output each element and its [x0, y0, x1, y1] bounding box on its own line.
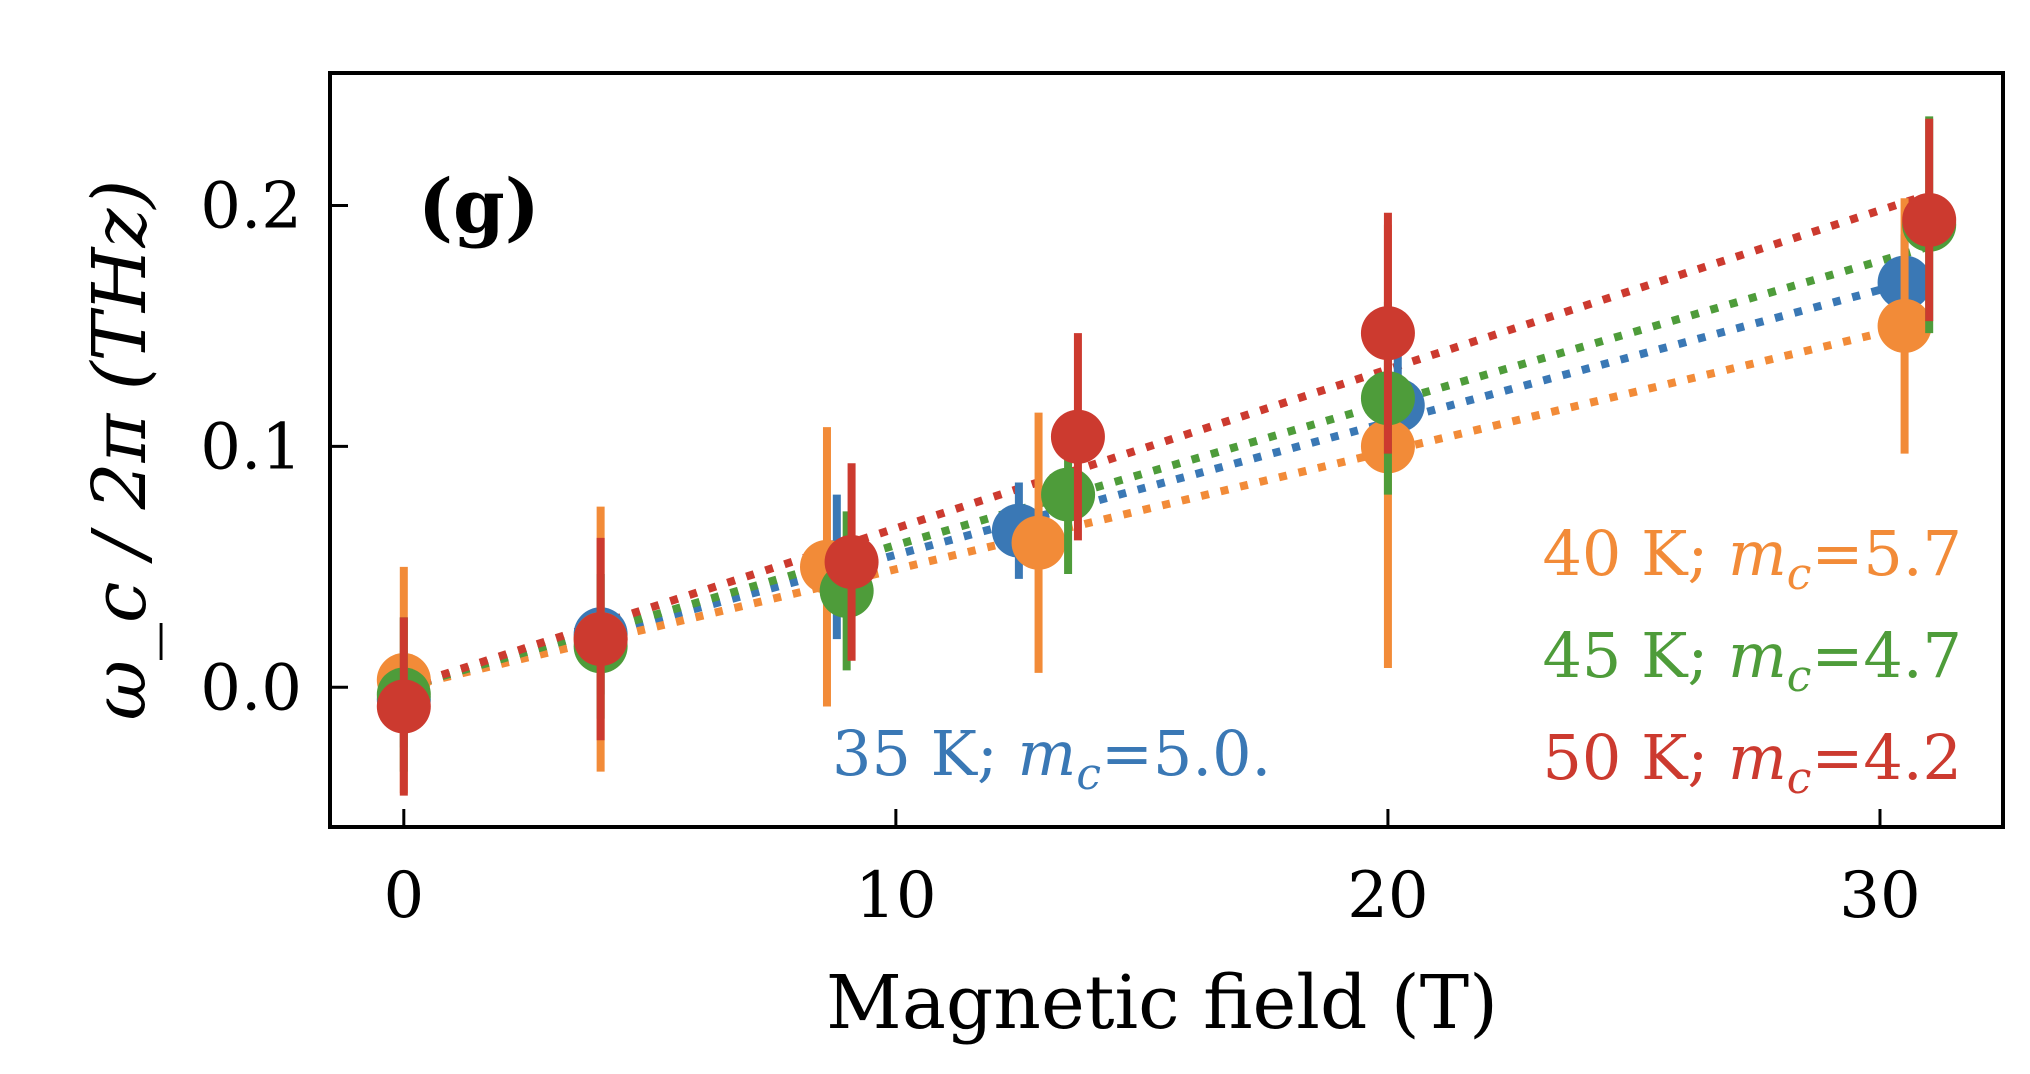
- x-axis-title: Magnetic field (T): [826, 960, 1498, 1046]
- x-tick-label: 30: [1839, 859, 1920, 933]
- ticks-layer: 0 10 20 30 0.0 0.1 0.2: [200, 169, 1920, 933]
- data-point: [1360, 306, 1415, 361]
- legend-entry-45k: 45 K; mc=4.7: [1542, 619, 1962, 702]
- panel-label: (g): [418, 164, 540, 250]
- legend-50k-m: m: [1728, 721, 1787, 794]
- plot-frame: [328, 71, 2005, 829]
- plot-layer: [376, 116, 1957, 796]
- data-point: [1041, 467, 1096, 522]
- fit-line-1: [402, 317, 1931, 692]
- legend-35k-value: =5.0.: [1101, 717, 1271, 790]
- data-point: [824, 535, 879, 590]
- legend-entry-40k: 40 K; mc=5.7: [1542, 517, 1962, 600]
- legend-50k-sub: c: [1787, 753, 1812, 804]
- y-axis-title: ω_c / 2π (THz): [77, 180, 163, 721]
- legend-45k-value: =4.7: [1811, 619, 1962, 692]
- fit-line-2: [402, 242, 1931, 692]
- data-point: [573, 612, 628, 667]
- legend-entry-35k: 35 K; mc=5.0.: [832, 717, 1271, 800]
- data-point: [376, 679, 431, 734]
- legend-40k-sub: c: [1787, 549, 1812, 600]
- legend-35k-temp: 35 K;: [832, 717, 1018, 790]
- legend-40k-m: m: [1728, 517, 1787, 590]
- legend-35k-m: m: [1018, 717, 1077, 790]
- legend-40k-temp: 40 K;: [1542, 517, 1728, 590]
- fit-line-0: [402, 272, 1931, 692]
- legend-50k-temp: 50 K;: [1542, 721, 1728, 794]
- legend-entry-50k: 50 K; mc=4.2: [1542, 721, 1962, 804]
- data-point: [1050, 409, 1105, 464]
- legend-45k-m: m: [1728, 619, 1787, 692]
- y-tick-label: 0.0: [200, 651, 302, 725]
- y-tick-label: 0.1: [200, 410, 302, 484]
- legend-50k-value: =4.2: [1811, 721, 1962, 794]
- data-point: [1902, 192, 1957, 247]
- legend-35k-sub: c: [1076, 749, 1101, 800]
- data-point: [1011, 515, 1066, 570]
- legend-45k-sub: c: [1787, 651, 1812, 702]
- fit-line-3: [402, 190, 1931, 692]
- y-tick-label: 0.2: [200, 169, 302, 243]
- legend-40k-value: =5.7: [1811, 517, 1962, 590]
- x-tick-label: 10: [855, 859, 936, 933]
- x-tick-label: 0: [383, 859, 424, 933]
- x-tick-label: 20: [1347, 859, 1428, 933]
- legend-45k-temp: 45 K;: [1542, 619, 1728, 692]
- data-point: [1877, 298, 1932, 353]
